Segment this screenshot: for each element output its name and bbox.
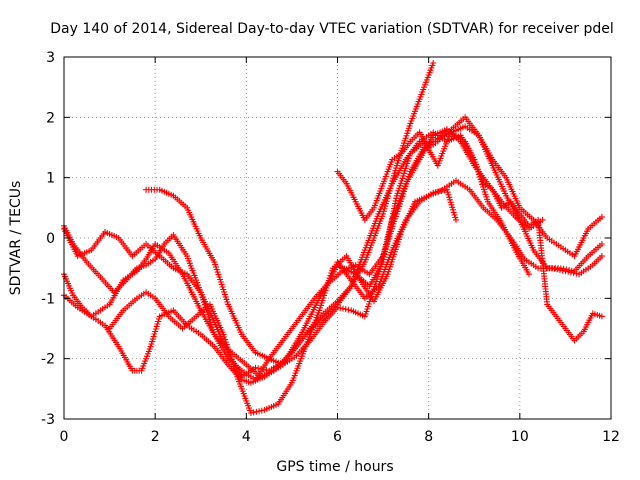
series-1 — [61, 60, 437, 380]
x-axis-label: GPS time / hours — [276, 459, 393, 475]
series-3 — [61, 123, 605, 383]
series-markers — [334, 186, 459, 302]
chart-title: Day 140 of 2014, Sidereal Day-to-day VTE… — [50, 21, 614, 37]
x-tick-label: 0 — [60, 429, 69, 445]
series-markers — [334, 126, 605, 344]
y-tick-label: -1 — [41, 291, 55, 307]
series-markers — [61, 123, 605, 383]
series-markers — [61, 60, 437, 380]
y-tick-label: -2 — [41, 352, 55, 368]
x-tick-label: 6 — [333, 429, 342, 445]
series-7 — [334, 126, 605, 344]
grid-lines — [64, 57, 611, 419]
y-axis-label: SDTVAR / TECUs — [8, 181, 24, 296]
x-tick-label: 8 — [424, 429, 433, 445]
series-markers — [61, 129, 532, 380]
x-tick-label: 10 — [511, 429, 529, 445]
y-tick-label: 1 — [46, 171, 55, 187]
y-tick-label: 0 — [46, 231, 55, 247]
y-tick-label: -3 — [41, 412, 55, 428]
series-markers — [106, 177, 605, 416]
series-markers — [143, 126, 546, 368]
x-tick-label: 12 — [602, 429, 620, 445]
series-4 — [61, 129, 532, 380]
x-tick-label: 4 — [242, 429, 251, 445]
x-tick-label: 2 — [151, 429, 160, 445]
y-tick-label: 3 — [46, 50, 55, 66]
y-tick-label: 2 — [46, 110, 55, 126]
series-6 — [143, 126, 546, 368]
series-8 — [334, 186, 459, 302]
series-5 — [106, 177, 605, 416]
